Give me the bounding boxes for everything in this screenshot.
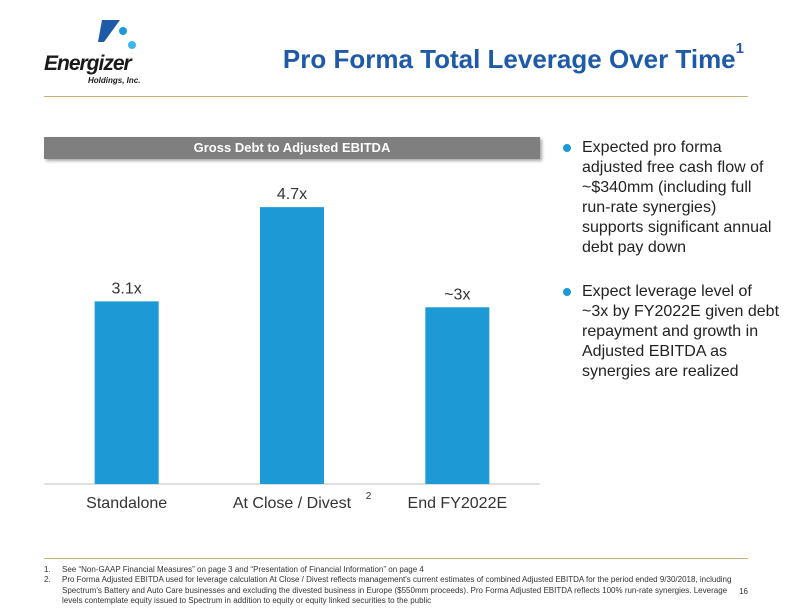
page-title: Pro Forma Total Leverage Over Time1 bbox=[282, 40, 744, 75]
bar-3 bbox=[425, 307, 490, 484]
category-footnote-ref-2: 2 bbox=[366, 491, 372, 502]
footnote-1-number: 1. bbox=[44, 565, 51, 574]
energizer-logo: Energizer Holdings, Inc. bbox=[44, 18, 156, 90]
logo-dot-2 bbox=[128, 41, 136, 49]
category-label-3: End FY2022E bbox=[408, 495, 508, 512]
top-divider bbox=[44, 96, 748, 97]
bullet-dot-icon bbox=[563, 144, 571, 152]
bullet-item-leverage: Expect leverage level of ~3x by FY2022E … bbox=[560, 282, 782, 382]
footnote-1-text: See “Non-GAAP Financial Measures” on pag… bbox=[62, 565, 424, 574]
bottom-divider bbox=[44, 558, 748, 559]
logo-bolt-shape bbox=[98, 20, 120, 42]
footnote-2-number: 2. bbox=[44, 575, 51, 585]
footnote-2-text: Pro Forma Adjusted EBITDA used for lever… bbox=[62, 575, 732, 605]
leverage-bar-chart: 3.1x Standalone 4.7x At Close / Divest 2 ~3x E… bbox=[44, 186, 540, 512]
bar-2 bbox=[260, 207, 324, 485]
energizer-logo-mark bbox=[98, 20, 136, 49]
bar-value-label-2: 4.7x bbox=[277, 186, 307, 203]
footnote-1: 1. See “Non-GAAP Financial Measures” on p… bbox=[44, 565, 734, 575]
category-label-1: Standalone bbox=[86, 495, 167, 512]
bar-value-label-1: 3.1x bbox=[112, 280, 142, 297]
bar-1 bbox=[94, 301, 159, 484]
logo-subtitle: Holdings, Inc. bbox=[88, 76, 141, 85]
bullet-text-fcf: Expected pro forma adjusted free cash fl… bbox=[582, 139, 772, 256]
chart-title-banner: Gross Debt to Adjusted EBITDA bbox=[44, 137, 540, 159]
bullet-item-fcf: Expected pro forma adjusted free cash fl… bbox=[560, 138, 782, 258]
bullet-text-leverage: Expect leverage level of ~3x by FY2022E … bbox=[582, 283, 780, 380]
bar-value-label-3: ~3x bbox=[444, 286, 470, 303]
footnote-2: 2. Pro Forma Adjusted EBITDA used for lev… bbox=[44, 575, 734, 606]
page-title-text: Pro Forma Total Leverage Over Time bbox=[282, 44, 736, 74]
key-points-list: Expected pro forma adjusted free cash fl… bbox=[560, 138, 782, 382]
logo-wordmark: Energizer bbox=[44, 52, 132, 75]
logo-dot-1 bbox=[119, 27, 127, 35]
footnotes: 1. See “Non-GAAP Financial Measures” on p… bbox=[44, 565, 734, 606]
page-title-footnote-ref: 1 bbox=[735, 40, 744, 57]
bullet-dot-icon bbox=[563, 288, 571, 296]
page-number: 16 bbox=[739, 587, 748, 596]
category-label-2: At Close / Divest bbox=[233, 495, 352, 512]
